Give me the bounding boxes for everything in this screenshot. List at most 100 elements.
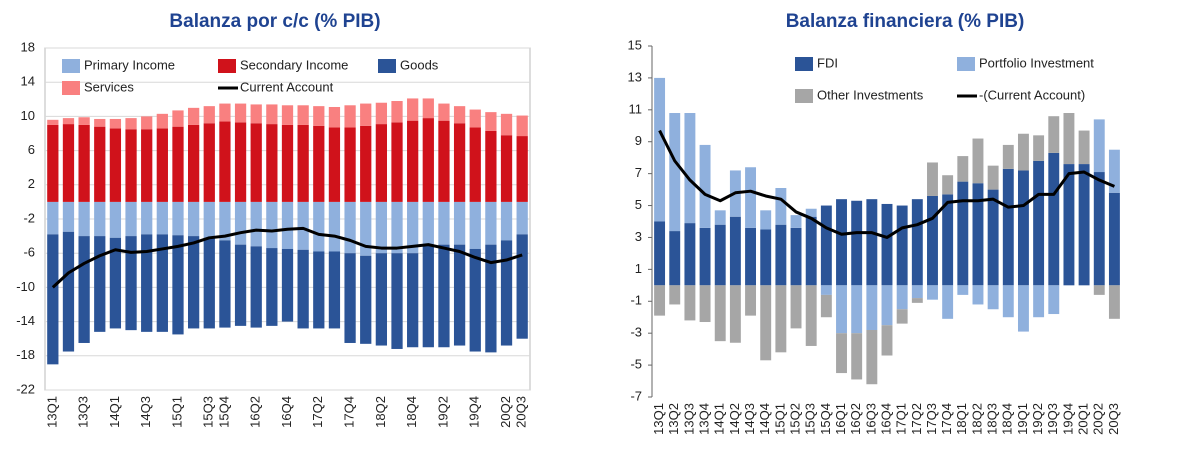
y-tick-label: 15 [628,37,642,52]
bar-segment [500,240,513,346]
bar-segment [485,244,497,353]
bar-segment [250,123,262,202]
bar-segment [297,105,309,125]
legend-swatch [62,81,80,95]
bar-segment [760,285,772,361]
bar-segment [942,285,954,319]
bar-segment [47,201,59,235]
bar-segment [344,201,356,254]
x-tick-label: 14Q1 [712,403,727,435]
bar-segment [234,201,247,245]
bar-segment [1078,164,1090,286]
bar-segment [47,234,59,365]
bar-segment [485,130,497,202]
legend-label: Primary Income [84,57,175,72]
bar-segment [78,201,90,237]
bar-segment [422,201,434,245]
bar-segment [516,136,528,202]
bar-segment [805,285,817,346]
bar-segment [851,285,863,334]
bar-segment [234,244,247,326]
bar-segment [391,122,403,202]
x-tick-label: 14Q3 [138,396,153,428]
bar-segment [684,113,696,224]
bar-segment [62,124,75,202]
bar-segment [911,199,923,286]
bar-segment [94,126,106,202]
bar-segment [699,144,711,228]
bar-segment [987,189,999,286]
x-tick-label: 17Q4 [939,403,954,435]
y-tick-label: 6 [28,142,35,157]
x-tick-label: 15Q4 [818,403,833,435]
bar-segment [1093,172,1105,286]
bar-segment [896,285,908,310]
chart: Balanza financiera (% PIB)-7-5-3-1135791… [628,11,1121,435]
bar-segment [1002,144,1014,169]
bar-segment [407,253,419,348]
legend-label: Portfolio Investment [979,55,1094,70]
y-tick-label: 10 [21,108,35,123]
bar-segment [125,118,137,130]
legend-label: FDI [817,55,838,70]
bar-segment [360,125,372,202]
x-tick-label: 18Q2 [969,403,984,435]
bar-segment [1108,192,1120,286]
bar-segment [172,235,184,335]
bar-segment [927,285,938,300]
line-series [658,129,1116,239]
x-tick-label: 19Q1 [1015,403,1030,435]
legend-swatch [795,57,813,71]
bar-segment [790,215,802,228]
bar-segment [234,122,247,202]
bar-segment [360,201,372,256]
bar-segment [266,104,278,125]
x-tick-label: 16Q2 [248,396,263,428]
bar-segment [881,203,893,286]
bar-segment [422,118,434,202]
bar-segment [438,120,450,202]
bar-segment [453,106,466,124]
bar-segment [203,106,215,124]
x-tick-label: 15Q1 [772,403,787,435]
bar-segment [654,77,666,222]
bar-segment [1017,285,1029,332]
y-tick-label: 14 [21,74,35,89]
bar-segment [790,285,802,329]
bar-segment [109,201,122,238]
x-tick-label: 16Q2 [848,403,863,435]
legend-label: Goods [400,57,439,72]
bar-segment [927,162,938,196]
bar-segment [344,253,356,343]
legend-swatch [795,89,813,103]
y-tick-label: -3 [630,325,642,340]
bar-segment [927,195,938,286]
bar-segment [1093,119,1105,173]
bar-segment [1017,133,1029,171]
bar-segment [836,285,847,334]
x-tick-label: 18Q3 [985,403,1000,435]
bar-segment [972,285,984,305]
bar-segment [156,128,168,202]
bar-segment [47,119,59,125]
bar-segment [94,201,106,237]
bar-segment [407,120,419,202]
legend-label: Secondary Income [240,57,348,72]
bar-segment [219,240,231,328]
chart-title: Balanza por c/c (% PIB) [169,11,380,32]
bar-segment [313,201,325,252]
bar-segment [516,234,528,339]
x-tick-label: 15Q1 [169,396,184,428]
bar-segment [172,110,184,127]
bar-segment [438,103,450,121]
bar-segment [187,124,200,202]
bar-segment [156,234,168,332]
bar-segment [714,210,726,225]
bar-segment [266,201,278,249]
x-tick-label: 17Q4 [342,396,357,428]
x-tick-label: 15Q3 [803,403,818,435]
bar-segment [422,244,434,348]
bar-segment [219,201,231,241]
bar-segment [972,183,984,286]
bar-segment [957,181,969,286]
